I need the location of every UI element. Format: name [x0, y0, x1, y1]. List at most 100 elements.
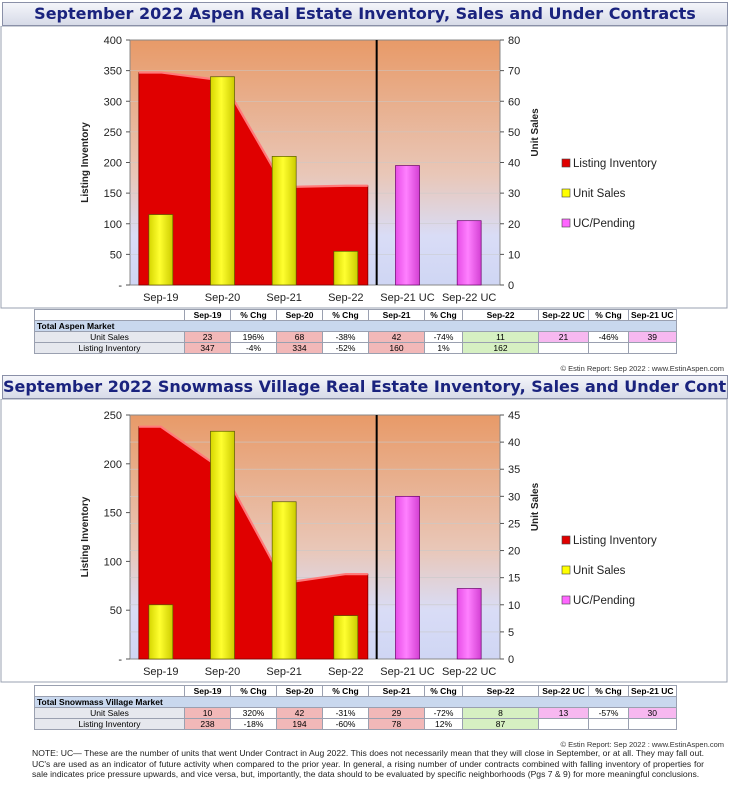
table-cell: 30: [628, 707, 677, 719]
y-tick-label: 100: [104, 556, 122, 568]
table-header: % Chg: [588, 309, 629, 321]
table-cell: 12%: [424, 718, 463, 730]
table-cell: 21: [538, 331, 589, 343]
row-label: Listing Inventory: [34, 342, 185, 354]
inventory-ridge: [138, 425, 368, 585]
table-header: Sep-22: [462, 309, 539, 321]
y2-axis-title: Unit Sales: [530, 482, 541, 531]
aspen-data-table: Sep-19 % Chg Sep-20 % Chg Sep-21 % Chg S…: [34, 309, 677, 354]
table-cell: [588, 342, 629, 354]
x-tick-label: Sep-22: [328, 292, 363, 304]
x-tick-label: Sep-20: [205, 666, 240, 678]
table-cell: 8: [462, 707, 539, 719]
table-cell: -52%: [322, 342, 369, 354]
y-tick-label: 200: [104, 158, 122, 170]
uc-bar: [456, 220, 482, 286]
x-tick-label: Sep-20: [205, 292, 240, 304]
table-row: Listing Inventory 238 -18% 194 -60% 78 1…: [34, 718, 677, 730]
table-cell: 78: [368, 718, 425, 730]
unit-sales-bar: [333, 615, 359, 660]
x-tick-label: Sep-21: [266, 666, 301, 678]
unit-sales-bar: [210, 76, 235, 286]
aspen-chart: 8070605040302010040035030025020015010050…: [0, 26, 728, 309]
y2-tick-label: 60: [508, 96, 520, 108]
table-header: Sep-21 UC: [628, 685, 677, 697]
table-header: Sep-21: [368, 685, 425, 697]
table-cell: 23: [184, 331, 231, 343]
y2-tick-label: 80: [508, 35, 520, 47]
x-tick-label: Sep-22 UC: [442, 292, 496, 304]
y2-tick-label: 40: [508, 158, 520, 170]
table-header: % Chg: [322, 309, 369, 321]
y2-tick-label: 0: [508, 654, 514, 666]
y-tick-label: 200: [104, 459, 122, 471]
inventory-ridge: [138, 71, 368, 189]
row-label: Unit Sales: [34, 331, 185, 343]
table-header: % Chg: [230, 685, 277, 697]
x-tick-label: Sep-19: [143, 292, 178, 304]
unit-sales-bar: [271, 156, 297, 286]
legend-label: UC/Pending: [573, 218, 635, 230]
table-cell: -31%: [322, 707, 369, 719]
y2-tick-label: 15: [508, 573, 520, 585]
y-tick-label: 50: [110, 605, 122, 617]
table-cell: [588, 718, 629, 730]
table-cell: 11: [462, 331, 539, 343]
x-tick-label: Sep-21: [266, 292, 301, 304]
y-tick-label: 150: [104, 188, 122, 200]
x-tick-label: Sep-22 UC: [442, 666, 496, 678]
table-header-blank: [34, 685, 185, 697]
table-cell: 1%: [424, 342, 463, 354]
table-header: Sep-19: [184, 309, 231, 321]
unit-sales-bar: [148, 604, 174, 660]
y-axis-title: Listing Inventory: [80, 122, 91, 203]
unit-sales-bar: [210, 430, 235, 660]
table-cell: -38%: [322, 331, 369, 343]
table-header: Sep-22 UC: [538, 309, 589, 321]
legend-label: Unit Sales: [573, 188, 626, 200]
legend-label: Unit Sales: [573, 565, 626, 577]
y-tick-label: 250: [104, 127, 122, 139]
y-tick-label: 150: [104, 508, 122, 520]
table-cell: 334: [276, 342, 323, 354]
table-cell: 39: [628, 331, 677, 343]
y2-tick-label: 5: [508, 627, 514, 639]
table-section-row: Total Snowmass Village Market: [34, 696, 677, 708]
y2-tick-label: 70: [508, 66, 520, 78]
table-header: Sep-21 UC: [628, 309, 677, 321]
table-cell: -4%: [230, 342, 277, 354]
y2-tick-label: 10: [508, 600, 520, 612]
legend-swatch: [561, 595, 571, 605]
table-header: Sep-19: [184, 685, 231, 697]
table-cell: 196%: [230, 331, 277, 343]
table-header: % Chg: [588, 685, 629, 697]
y2-tick-label: 25: [508, 518, 520, 530]
table-section-label: Total Snowmass Village Market: [34, 696, 677, 708]
x-tick-label: Sep-19: [143, 666, 178, 678]
table-cell: -46%: [588, 331, 629, 343]
y-tick-label: 400: [104, 35, 122, 47]
unit-sales-bar: [271, 501, 297, 660]
y2-tick-label: 20: [508, 219, 520, 231]
table-header: Sep-22 UC: [538, 685, 589, 697]
y2-tick-label: 30: [508, 188, 520, 200]
chart-title: September 2022 Snowmass Village Real Est…: [2, 375, 728, 399]
row-label: Listing Inventory: [34, 718, 185, 730]
y-tick-label: 50: [110, 249, 122, 261]
y2-tick-label: 0: [508, 280, 514, 292]
table-cell: 10: [184, 707, 231, 719]
table-header-row: Sep-19 % Chg Sep-20 % Chg Sep-21 % Chg S…: [34, 685, 677, 697]
table-cell: -72%: [424, 707, 463, 719]
legend-swatch: [561, 188, 571, 198]
copyright: © Estin Report: Sep 2022 : www.EstinAspe…: [560, 364, 724, 373]
legend-swatch: [561, 565, 571, 575]
y-tick-label: 250: [104, 410, 122, 422]
table-cell: -57%: [588, 707, 629, 719]
y2-tick-label: 50: [508, 127, 520, 139]
y-axis-title: Listing Inventory: [80, 496, 91, 577]
table-cell: 320%: [230, 707, 277, 719]
table-section-row: Total Aspen Market: [34, 320, 677, 332]
y2-tick-label: 35: [508, 464, 520, 476]
table-section-label: Total Aspen Market: [34, 320, 677, 332]
y-tick-label: 350: [104, 66, 122, 78]
